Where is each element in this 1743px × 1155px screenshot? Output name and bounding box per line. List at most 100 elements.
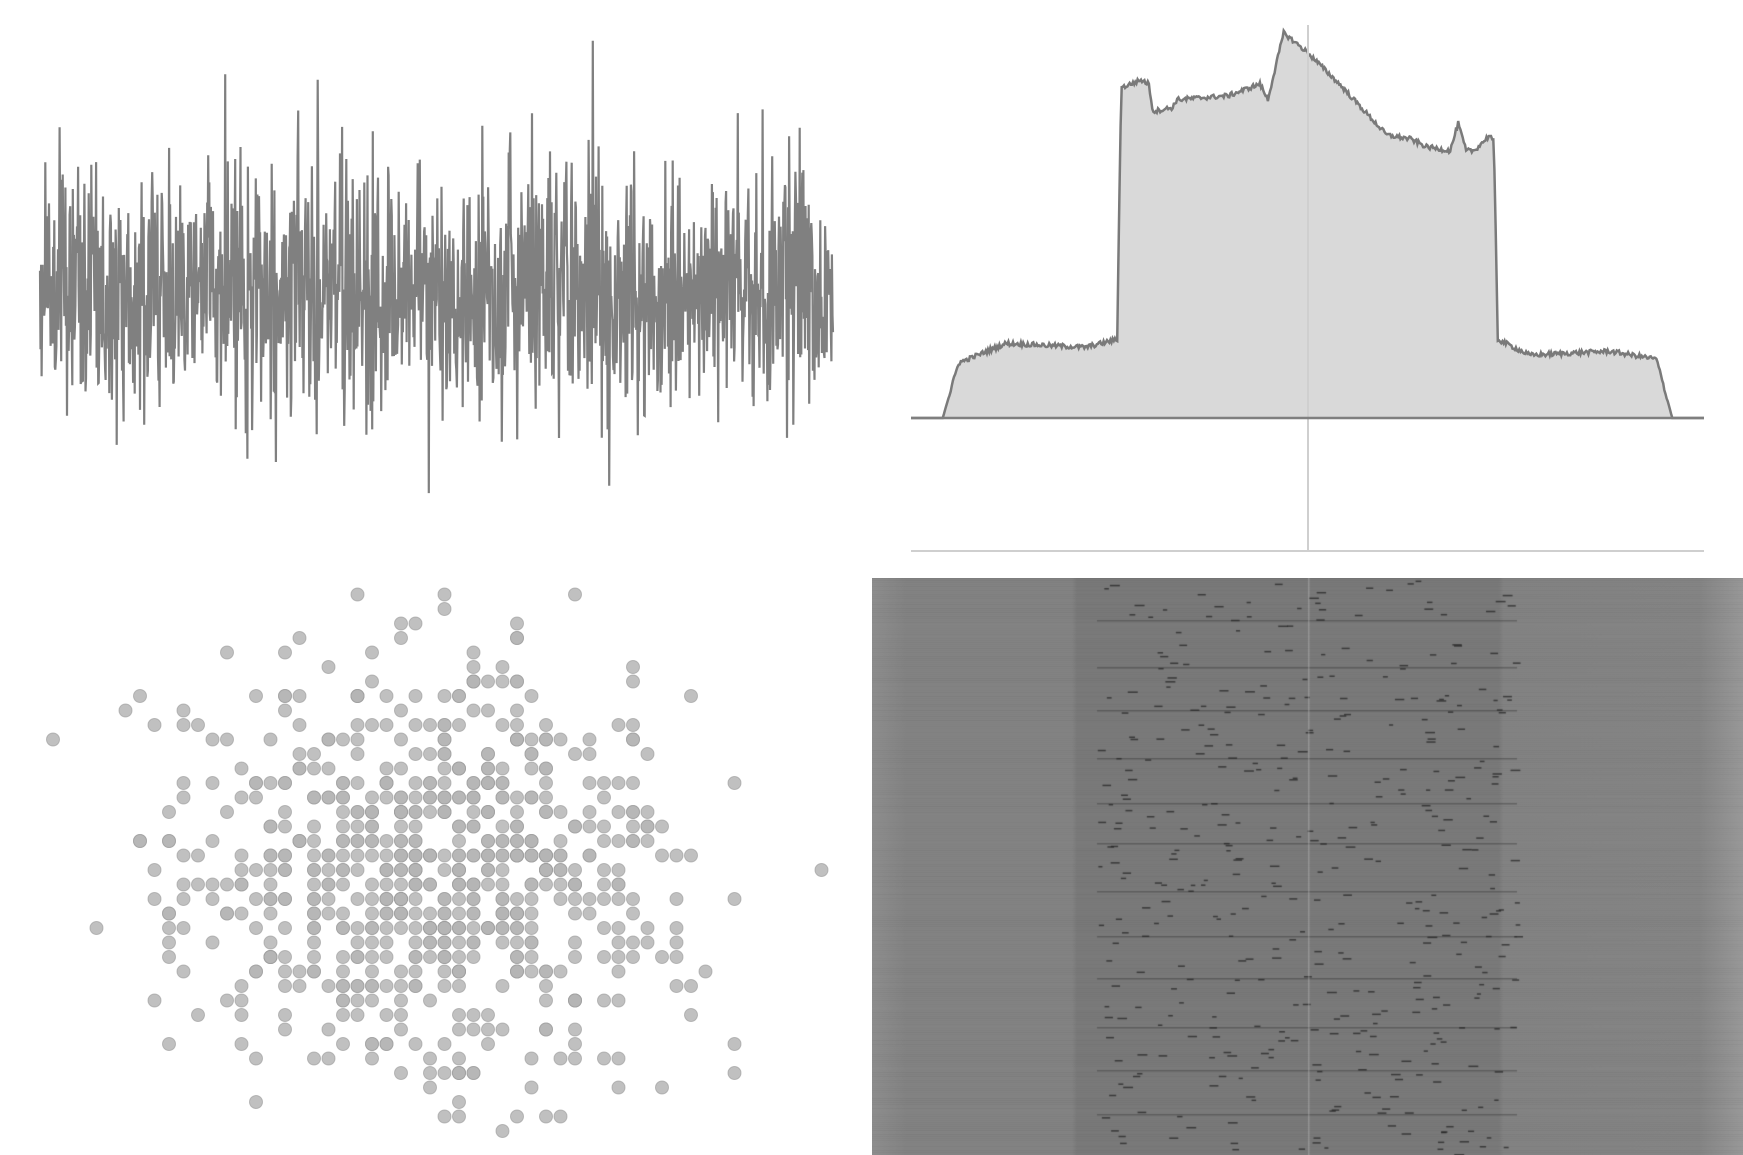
constellation-point [568,747,582,761]
constellation-point [379,863,394,877]
constellation-point [350,747,365,761]
constellation-plot [0,578,871,1155]
constellation-point [408,877,423,892]
constellation-point [524,950,539,964]
constellation-point [495,892,510,906]
constellation-point [640,805,655,819]
constellation-point [481,848,495,863]
constellation-point [597,950,611,964]
constellation-point [307,964,321,979]
constellation-point [495,776,510,790]
constellation-point [524,732,539,747]
constellation-point [336,921,350,935]
constellation-point [611,921,626,935]
constellation-point [597,877,611,892]
constellation-point [597,892,611,906]
constellation-point [234,1008,249,1022]
constellation-point [133,689,147,703]
constellation-point [394,616,408,631]
constellation-point [350,1008,365,1022]
constellation-point [249,1051,263,1066]
constellation-point [220,645,234,660]
constellation-point [365,993,379,1008]
constellation-point [452,1066,466,1080]
constellation-point [365,1051,379,1066]
constellation-point [336,906,350,921]
constellation-point [597,776,611,790]
constellation-point [292,761,307,776]
constellation-point [510,616,524,631]
constellation-point [481,1037,495,1051]
constellation-point [495,877,510,892]
constellation-point [423,805,437,819]
constellation-point [336,1008,350,1022]
constellation-point [510,703,524,718]
constellation-point [626,935,640,950]
constellation-point [640,747,655,761]
constellation-canvas [46,587,829,1138]
constellation-point [249,689,263,703]
constellation-point [263,732,278,747]
constellation-point [350,993,365,1008]
constellation-point [408,1037,423,1051]
constellation-point [568,906,582,921]
constellation-point [336,979,350,993]
constellation-point [553,863,568,877]
constellation-point [495,761,510,776]
constellation-point [466,805,481,819]
constellation-point [336,1037,350,1051]
constellation-point [249,863,263,877]
constellation-point [524,790,539,805]
constellation-point [408,964,423,979]
constellation-point [408,935,423,950]
constellation-point [495,906,510,921]
constellation-point [350,689,365,703]
constellation-point [466,790,481,805]
constellation-point [336,964,350,979]
constellation-point [365,848,379,863]
constellation-point [278,645,292,660]
constellation-point [539,964,553,979]
constellation-point [611,950,626,964]
constellation-point [365,805,379,819]
constellation-point [379,689,394,703]
constellation-point [408,616,423,631]
constellation-point [394,761,408,776]
constellation-point [611,964,626,979]
constellation-point [263,892,278,906]
constellation-point [118,703,133,718]
constellation-point [611,935,626,950]
constellation-point [452,689,466,703]
constellation-point [597,863,611,877]
constellation-point [278,863,292,877]
constellation-point [727,1066,742,1080]
constellation-point [394,732,408,747]
constellation-point [481,747,495,761]
constellation-point [220,906,234,921]
constellation-point [626,950,640,964]
constellation-point [553,1109,568,1124]
constellation-point [234,863,249,877]
constellation-point [466,1022,481,1037]
constellation-point [611,993,626,1008]
constellation-point [539,761,553,776]
constellation-point [307,935,321,950]
constellation-point [350,921,365,935]
constellation-point [437,892,452,906]
constellation-point [495,1022,510,1037]
constellation-point [336,993,350,1008]
constellation-point [263,950,278,964]
constellation-point [481,776,495,790]
constellation-point [669,848,684,863]
constellation-point [684,848,698,863]
constellation-point [365,674,379,689]
constellation-point [249,892,263,906]
constellation-point [524,906,539,921]
constellation-point [437,602,452,616]
constellation-point [437,689,452,703]
constellation-point [292,964,307,979]
constellation-point [611,1080,626,1095]
constellation-point [597,1051,611,1066]
constellation-point [394,834,408,848]
constellation-point [626,805,640,819]
